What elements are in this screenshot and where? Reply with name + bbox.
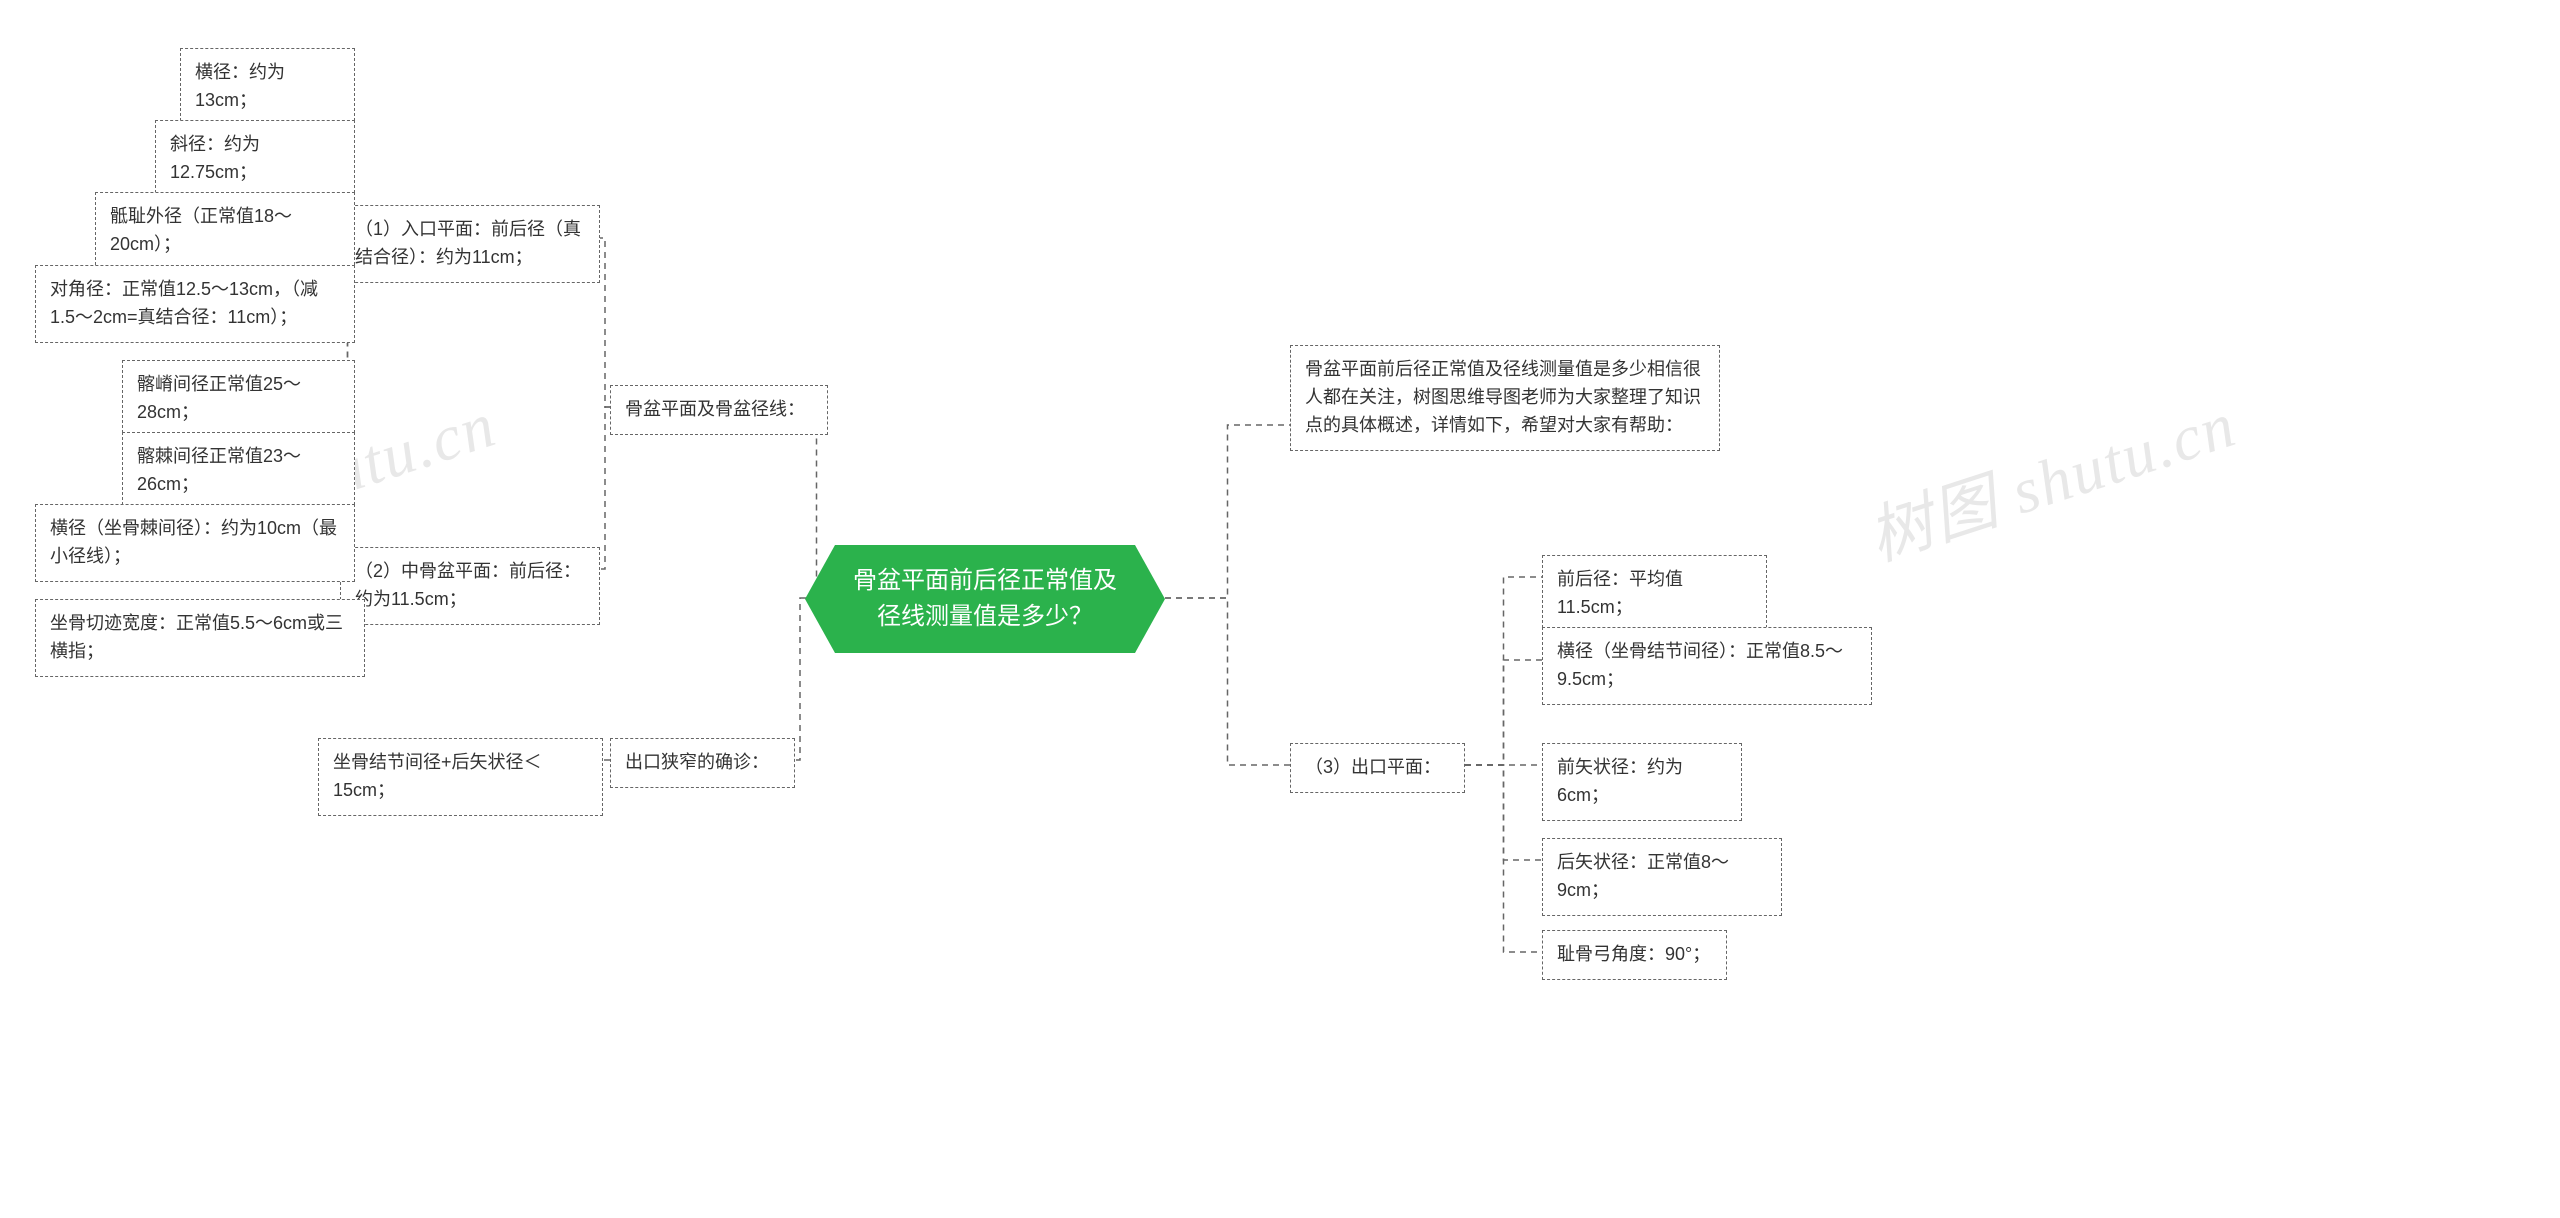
mid-pelvis-node: （2）中骨盆平面：前后径：约为11.5cm； — [340, 547, 600, 625]
root-node: 骨盆平面前后径正常值及径线测量值是多少？ — [805, 545, 1165, 653]
intro-text: 骨盆平面前后径正常值及径线测量值是多少相信很人都在关注，树图思维导图老师为大家整… — [1290, 345, 1720, 451]
stenosis-criteria-node: 坐骨结节间径+后矢状径＜15cm； — [318, 738, 603, 816]
leaf-node: 耻骨弓角度：90°； — [1542, 930, 1727, 980]
leaf-node: 对角径：正常值12.5～13cm，（减1.5～2cm=真结合径：11cm）； — [35, 265, 355, 343]
inlet-plane-node: （1）入口平面：前后径（真结合径）：约为11cm； — [340, 205, 600, 283]
pelvic-plane-node: 骨盆平面及骨盆径线： — [610, 385, 828, 435]
leaf-node: 髂棘间径正常值23～26cm； — [122, 432, 355, 510]
outlet-plane-node: （3）出口平面： — [1290, 743, 1465, 793]
leaf-node: 前后径：平均值11.5cm； — [1542, 555, 1767, 633]
leaf-node: 髂嵴间径正常值25～28cm； — [122, 360, 355, 438]
leaf-node: 坐骨切迹宽度：正常值5.5～6cm或三横指； — [35, 599, 365, 677]
leaf-node: 横径：约为13cm； — [180, 48, 355, 126]
outlet-stenosis-node: 出口狭窄的确诊： — [610, 738, 795, 788]
leaf-node: 骶耻外径（正常值18～20cm）； — [95, 192, 355, 270]
watermark: 树图 shutu.cn — [1855, 373, 2246, 578]
leaf-node: 斜径：约为12.75cm； — [155, 120, 355, 198]
leaf-node: 前矢状径：约为6cm； — [1542, 743, 1742, 821]
leaf-node: 横径（坐骨棘间径）：约为10cm（最小径线）； — [35, 504, 355, 582]
leaf-node: 横径（坐骨结节间径）：正常值8.5～9.5cm； — [1542, 627, 1872, 705]
leaf-node: 后矢状径：正常值8～9cm； — [1542, 838, 1782, 916]
